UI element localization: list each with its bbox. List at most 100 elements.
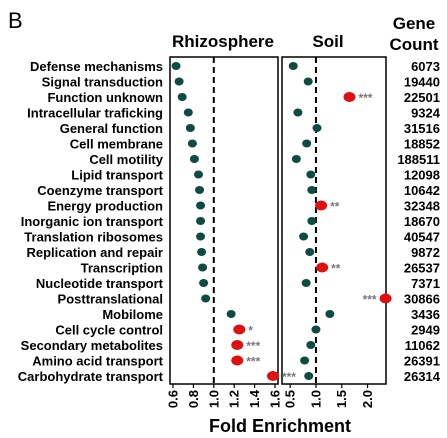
x-tick-label-0-2: 1.0 (206, 390, 221, 408)
data-point-rhizosphere (171, 62, 181, 70)
data-point-soil (304, 372, 314, 380)
significance-stars: *** (363, 293, 377, 307)
x-tick-label-1-3: 2.0 (360, 390, 375, 408)
data-point-rhizosphere (189, 155, 199, 163)
significance-stars: *** (246, 339, 260, 353)
category-label: Coenzyme transport (37, 183, 163, 198)
gene-header: Gene (393, 14, 436, 33)
data-point-soil (343, 92, 356, 102)
panel-frame-0 (169, 56, 279, 385)
significance-stars: *** (246, 355, 260, 369)
gene-count: 18670 (404, 214, 440, 229)
data-point-rhizosphere (174, 77, 184, 86)
category-label: Translation ribosomes (24, 230, 163, 245)
gene-count: 26537 (404, 261, 440, 276)
x-tick-label-1-1: 1.0 (308, 390, 323, 408)
category-label: Energy production (47, 199, 163, 214)
x-tick-label-0-5: 1.6 (268, 390, 283, 408)
x-tick-label-0-1: 0.8 (186, 390, 201, 408)
x-tick-label-1-0: 0.5 (283, 390, 298, 408)
data-point-soil (311, 325, 321, 334)
x-tick-label-1-2: 1.5 (334, 390, 349, 408)
x-axis-label: Fold Enrichment (209, 416, 351, 436)
category-label: Amino acid transport (32, 354, 163, 369)
data-point-soil (306, 170, 316, 179)
gene-count: 32348 (404, 199, 440, 214)
data-point-rhizosphere (233, 324, 246, 335)
data-point-soil (303, 77, 313, 86)
gene-count: 188511 (397, 152, 440, 167)
data-point-soil (325, 310, 335, 318)
gene-count: 6073 (411, 59, 440, 74)
panel-frame-1 (281, 56, 387, 385)
data-point-rhizosphere (198, 263, 208, 272)
data-point-soil (302, 139, 312, 148)
category-label: Secondary metabolites (21, 338, 163, 353)
data-point-soil (299, 232, 309, 241)
data-point-soil (315, 200, 328, 211)
category-label: Mobilome (102, 307, 163, 322)
gene-count: 40547 (404, 230, 440, 245)
significance-stars: *** (282, 370, 296, 384)
category-label: Cell motility (89, 152, 163, 167)
gene-count: 11062 (405, 338, 440, 353)
category-label: Signal transduction (42, 75, 163, 90)
gene-count: 19440 (404, 75, 440, 90)
data-point-rhizosphere (194, 170, 203, 179)
data-point-rhizosphere (196, 201, 206, 210)
gene-count: 9872 (411, 245, 440, 260)
data-point-rhizosphere (183, 108, 193, 117)
data-point-rhizosphere (185, 124, 195, 132)
data-point-rhizosphere (199, 279, 209, 287)
data-point-soil (288, 62, 298, 70)
data-point-soil (316, 262, 329, 273)
significance-stars: *** (358, 91, 372, 105)
data-point-rhizosphere (231, 355, 244, 366)
x-tick-label-0-4: 1.4 (247, 389, 262, 408)
category-label: Intracellular traficking (27, 106, 163, 121)
category-label: Inorganic ion transport (21, 214, 164, 229)
data-point-rhizosphere (231, 340, 244, 350)
category-label: Posttranslational (58, 292, 163, 307)
gene-count: 12098 (404, 168, 440, 183)
data-point-soil (291, 155, 301, 163)
gene-count: 31516 (404, 121, 440, 136)
gene-count: 26391 (404, 354, 440, 369)
gene-count: 30866 (404, 292, 440, 307)
gene-count: 26314 (404, 369, 441, 384)
category-label: Defense mechanisms (30, 59, 163, 74)
gene-count: 9324 (411, 106, 441, 121)
data-point-soil (305, 248, 315, 256)
data-point-rhizosphere (266, 371, 279, 381)
category-label: Function unknown (47, 90, 163, 105)
panel-label: B (8, 8, 23, 33)
category-label: Nucleotide transport (36, 276, 164, 291)
gene-count: 2949 (411, 323, 440, 338)
category-label: Replication and repair (26, 245, 163, 260)
gene-count: 18852 (404, 137, 440, 152)
data-point-soil (312, 124, 322, 132)
data-point-soil (307, 217, 317, 225)
data-point-rhizosphere (197, 248, 207, 256)
gene-count: 22501 (404, 90, 440, 105)
data-point-rhizosphere (226, 310, 236, 318)
category-label: Lipid transport (71, 168, 163, 183)
data-point-rhizosphere (177, 93, 187, 101)
significance-stars: * (248, 324, 253, 338)
x-tick-label-0-0: 0.6 (166, 390, 181, 408)
data-point-rhizosphere (196, 232, 206, 241)
data-point-soil (300, 356, 310, 365)
data-point-soil (379, 293, 392, 304)
soil-title: Soil (312, 32, 343, 51)
data-point-rhizosphere (195, 186, 205, 194)
data-point-soil (306, 341, 316, 349)
data-point-soil (293, 108, 303, 117)
data-point-rhizosphere (187, 139, 197, 148)
gene-count: 3436 (411, 307, 440, 322)
category-label: Transcription (81, 261, 163, 276)
data-point-rhizosphere (201, 294, 211, 303)
significance-stars: ** (331, 262, 341, 276)
data-point-soil (301, 279, 311, 287)
category-label: Carbohydrate transport (18, 369, 164, 384)
category-label: Cell membrane (70, 137, 163, 152)
